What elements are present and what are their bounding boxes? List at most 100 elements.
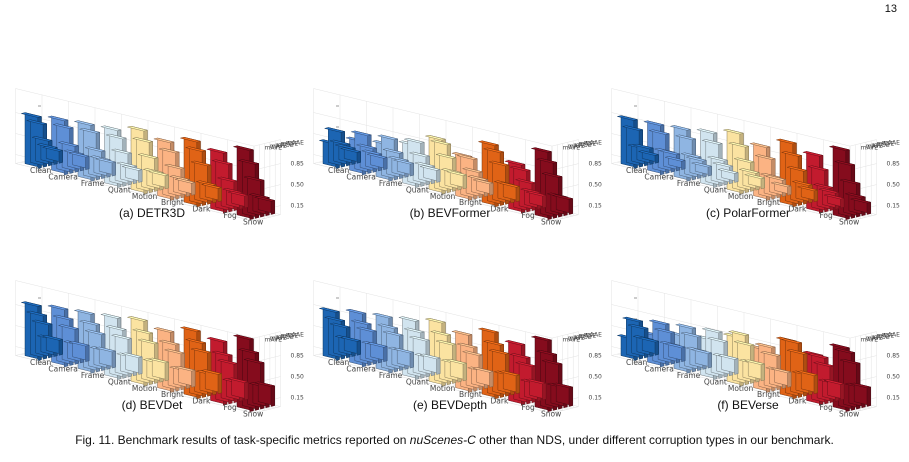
metric-label: mATE [568,335,585,342]
metric-label: mATE [866,335,883,342]
bar-quant-maae [420,165,441,183]
z-tick-label: 0.85 [291,353,305,360]
bar-bright-maae [771,367,792,388]
metric-label: mAOE [871,142,890,149]
metric-label: mAVE [563,144,581,151]
bar-camera-maae [69,340,90,363]
z-tick-label: 0.50 [589,182,603,189]
bars [319,127,573,221]
x-tick-label: Camera [644,173,673,182]
x-tick-label: Frame [379,179,403,188]
bar-camera-maae [665,156,686,171]
x-tick-label: Quant [108,377,131,386]
metric-label: mATE [568,143,585,150]
x-tick-label: Clean [30,166,52,175]
x-tick-label: Quant [406,377,429,386]
bar-snow-maae [254,381,275,407]
z-tick-label: 0.50 [887,182,901,189]
metric-label: mATE [270,143,287,150]
bar-frame-maae [95,157,116,177]
metric-label: mAOE [275,142,294,149]
x-tick-label: Quant [406,185,429,194]
metric-label: mASE [579,333,597,340]
bar-quant-maae [718,354,739,375]
x-tick-label: Dark [788,205,806,214]
caption-suffix: other than NDS, under different corrupti… [475,433,834,447]
subfigure-detr3d: Clean Camera Frame Quant Motion Bright Dark Fog… [8,40,304,226]
x-tick-label: Dark [192,205,210,214]
bar-dark-maae [201,369,222,395]
bar-snow-maae [850,197,871,215]
x-tick-label: Camera [346,173,375,182]
subfigure-caption: (d) BEVDet [121,398,183,412]
x-tick-label: Motion [132,192,158,201]
metric-label: mAVE [861,144,879,151]
x-tick-label: Snow [243,217,263,226]
x-tick-label: Bright [161,198,184,207]
bars [617,115,871,221]
bar-bright-maae [473,367,494,388]
x-tick-label: Dark [490,397,508,406]
z-tick-labels: 0.15 0.50 0.85 [887,161,901,210]
bar-camera-maae [69,151,90,171]
bar-frame-maae [393,347,414,369]
bar-bright-maae [175,178,196,196]
metric-label: mAAE [882,139,900,146]
bar-motion-maae [148,170,169,190]
x-tick-label: Clean [328,358,350,367]
z-tick-label: 0.50 [887,374,901,381]
bar-camera-maae [367,342,388,363]
subfigure-bevformer: Clean Camera Frame Quant Motion Bright Dark Fog… [306,40,602,226]
caption-dataset: nuScenes-C [409,433,476,447]
bar-bright-maae [175,365,196,388]
x-tick-label: Bright [459,198,482,207]
metric-label: mAVE [861,336,879,343]
metric-label: mASE [281,333,299,340]
bar-snow-maae [552,194,573,215]
x-tick-label: Snow [243,409,263,418]
bar-dark-maae [499,182,520,203]
metric-label: mAVE [563,336,581,343]
metric-label: mASE [579,141,597,148]
bar-fog-maae [824,379,845,401]
bar-snow-maae [552,382,573,407]
bar-motion-maae [148,357,169,382]
x-tick-label: Snow [541,217,561,226]
z-tick-label: 0.50 [589,374,603,381]
bar-quant-maae [718,168,739,183]
bar-quant-maae [122,165,143,183]
bar-fog-maae [526,378,547,401]
subfigure-caption: (a) DETR3D [118,206,185,220]
bars [319,307,573,413]
z-tick-labels: 0.15 0.50 0.85 [589,353,603,402]
bar-fog-maae [228,377,249,401]
metric-label: mAAE [286,139,304,146]
metric-label: mAAE [584,139,602,146]
subfigure-beverse: Clean Camera Frame Quant Motion Bright Dark Fog… [604,232,900,418]
x-tick-label: Camera [48,365,77,374]
bar-dark-maae [797,370,818,395]
x-tick-label: Clean [626,358,648,367]
x-tick-label: Camera [48,173,77,182]
subfigure-polarformer: Clean Camera Frame Quant Motion Bright Dark Fog… [604,40,900,226]
bar-snow-maae [254,196,275,215]
x-tick-label: Dark [490,205,508,214]
x-tick-label: Clean [328,166,350,175]
z-tick-label: 0.15 [589,395,603,402]
x-tick-label: Camera [644,365,673,374]
metric-label: mAAE [286,331,304,338]
bar-camera-maae [367,153,388,171]
page-number: 13 [884,3,897,15]
bar-motion-maae [744,359,765,382]
metric-label: mAOE [573,334,592,341]
